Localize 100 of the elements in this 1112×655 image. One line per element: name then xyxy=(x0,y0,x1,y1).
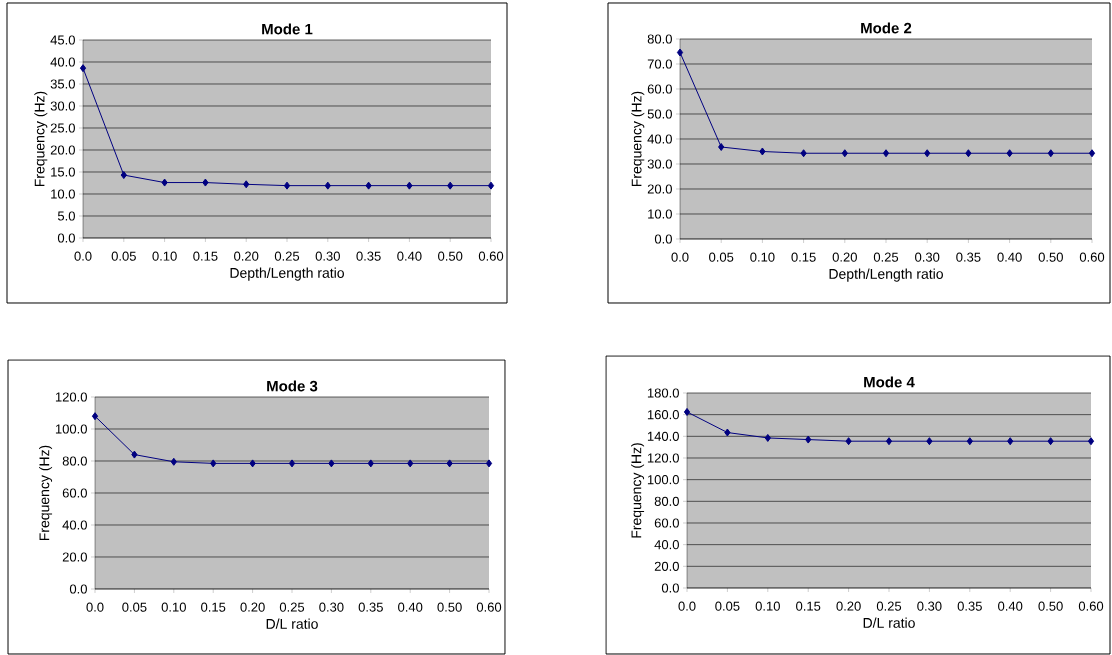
x-tick-label: 0.05 xyxy=(715,601,740,611)
x-tick-label: 0.40 xyxy=(997,252,1022,262)
x-tick-label: 0.15 xyxy=(193,251,218,261)
chart-title: Mode 2 xyxy=(861,22,912,34)
y-tick-label: 10.0 xyxy=(648,209,672,219)
point xyxy=(882,149,890,158)
x-tick-label: 0.35 xyxy=(957,601,982,611)
point xyxy=(210,459,217,468)
x-tick-label: 0.35 xyxy=(358,602,383,612)
point xyxy=(805,435,812,444)
point xyxy=(926,437,933,446)
y-tick-label: 15.0 xyxy=(51,167,75,177)
x-tick-label: 0.35 xyxy=(356,251,381,261)
y-tick-label: 40.0 xyxy=(62,520,87,530)
x-tick-label: 0.25 xyxy=(876,601,902,611)
y-tick-label: 25.0 xyxy=(50,123,75,133)
x-axis-title: Depth/Length ratio xyxy=(230,267,344,281)
x-tick-label: 0.40 xyxy=(397,251,422,261)
point xyxy=(845,437,852,446)
point xyxy=(288,459,296,468)
x-tick-label: 0.20 xyxy=(240,602,265,612)
y-tick-label: 60.0 xyxy=(654,518,679,528)
y-tick-label: 0.0 xyxy=(69,584,87,594)
y-tick-label: 80.0 xyxy=(647,34,672,44)
y-tick-label: 70.0 xyxy=(647,59,672,69)
point xyxy=(800,149,807,158)
y-tick-label: 40.0 xyxy=(647,134,672,144)
point xyxy=(965,149,972,158)
point xyxy=(120,171,127,180)
point xyxy=(328,459,335,468)
point xyxy=(676,48,684,57)
x-tick-label: 0.60 xyxy=(1079,252,1105,262)
point xyxy=(1047,437,1054,446)
x-tick-label: 0.30 xyxy=(917,601,942,611)
y-tick-label: 80.0 xyxy=(62,456,87,466)
point xyxy=(1088,149,1096,158)
y-axis-title: Frequency (Hz) xyxy=(631,443,645,538)
point xyxy=(202,178,209,187)
x-tick-label: 0.30 xyxy=(915,252,940,262)
y-tick-label: 45.0 xyxy=(50,35,75,45)
point xyxy=(683,407,691,416)
y-tick-label: 20.0 xyxy=(62,552,87,562)
point xyxy=(446,459,453,468)
point xyxy=(324,181,331,190)
point xyxy=(966,437,973,446)
x-axis-title: D/L ratio xyxy=(266,618,318,629)
x-tick-label: 0.30 xyxy=(315,251,340,261)
x-tick-label: 0.50 xyxy=(1038,601,1063,611)
point xyxy=(131,450,138,459)
x-tick-label: 0.20 xyxy=(832,252,857,262)
x-tick-label: 0.50 xyxy=(1038,252,1063,262)
x-axis-title: Depth/Length ratio xyxy=(829,268,943,282)
y-tick-label: 20.0 xyxy=(50,145,75,155)
point xyxy=(841,149,848,158)
y-tick-label: 80.0 xyxy=(654,496,679,506)
y-tick-label: 0.0 xyxy=(661,583,679,593)
y-tick-label: 30.0 xyxy=(647,159,672,169)
chart-title: Mode 4 xyxy=(864,376,915,388)
x-tick-label: 0.20 xyxy=(836,601,861,611)
y-tick-label: 30.0 xyxy=(50,101,75,111)
y-tick-label: 100.0 xyxy=(55,424,87,434)
point xyxy=(718,142,725,151)
x-axis-title: D/L ratio xyxy=(863,617,915,628)
y-tick-label: 10.0 xyxy=(51,189,75,199)
x-tick-label: 0.0 xyxy=(86,602,104,612)
x-tick-label: 0.20 xyxy=(234,251,259,261)
point xyxy=(161,178,168,187)
y-tick-label: 120.0 xyxy=(55,392,87,402)
x-tick-label: 0.10 xyxy=(152,251,177,261)
x-tick-label: 0.30 xyxy=(319,602,344,612)
x-tick-label: 0.05 xyxy=(111,251,136,261)
x-tick-label: 0.25 xyxy=(279,602,305,612)
x-tick-label: 0.60 xyxy=(476,602,502,612)
y-tick-label: 20.0 xyxy=(647,184,672,194)
x-tick-label: 0.10 xyxy=(161,602,186,612)
point xyxy=(759,147,766,156)
chart-title: Mode 1 xyxy=(262,23,313,35)
point xyxy=(249,459,256,468)
y-axis-title: Frequency (Hz) xyxy=(631,91,645,187)
x-tick-label: 0.35 xyxy=(956,252,981,262)
x-tick-label: 0.25 xyxy=(274,251,300,261)
point xyxy=(283,181,291,190)
y-tick-label: 50.0 xyxy=(647,109,672,119)
point xyxy=(447,181,454,190)
point xyxy=(724,428,731,437)
point xyxy=(243,180,250,189)
x-tick-label: 0.05 xyxy=(709,252,734,262)
y-tick-label: 5.0 xyxy=(57,211,75,221)
point xyxy=(407,459,414,468)
x-tick-label: 0.15 xyxy=(201,602,226,612)
point xyxy=(365,181,372,190)
point xyxy=(91,412,99,421)
y-tick-label: 160.0 xyxy=(647,410,679,420)
x-tick-label: 0.40 xyxy=(398,602,423,612)
x-tick-label: 0.15 xyxy=(791,252,816,262)
point xyxy=(885,437,893,446)
y-axis-title: Frequency (Hz) xyxy=(34,91,48,187)
x-tick-label: 0.60 xyxy=(478,251,504,261)
point xyxy=(1006,149,1013,158)
point xyxy=(487,181,495,190)
